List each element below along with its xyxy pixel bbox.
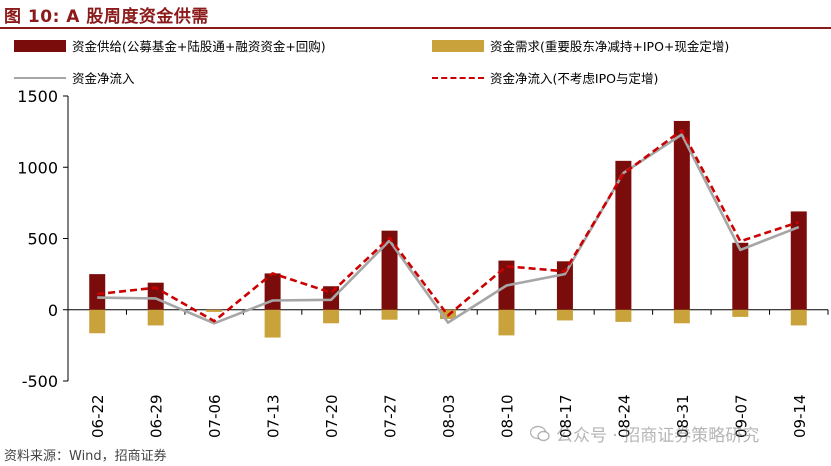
figure-title: 图 10: A 股周度资金供需 xyxy=(4,7,209,27)
demand-bar xyxy=(381,309,398,320)
net-inflow-excl-line xyxy=(97,128,800,323)
watermark: 公众号 · 招商证券策略研究 xyxy=(530,421,759,446)
demand-bar xyxy=(323,309,340,324)
legend-swatch-net xyxy=(14,72,66,84)
chart-legend: 资金供给(公募基金+陆股通+融资资金+回购) 资金需求(重要股东净减持+IPO+… xyxy=(0,30,831,92)
x-tick-label: 06-29 xyxy=(148,394,166,438)
net-inflow-line xyxy=(97,133,800,325)
wechat-icon xyxy=(530,425,550,441)
x-tick-label: 08-17 xyxy=(557,394,575,438)
legend-label-supply: 资金供给(公募基金+陆股通+融资资金+回购) xyxy=(72,39,326,54)
demand-bar xyxy=(206,309,223,312)
x-tick-label: 08-31 xyxy=(674,394,692,438)
supply-bar xyxy=(732,242,749,310)
demand-bar xyxy=(673,309,690,324)
supply-bar xyxy=(381,230,398,310)
legend-label-demand: 资金需求(重要股东净减持+IPO+现金定增) xyxy=(490,39,730,54)
supply-bar xyxy=(673,120,690,310)
x-tick-label: 07-27 xyxy=(382,394,400,438)
x-tick-label: 08-03 xyxy=(440,394,458,438)
legend-swatch-net-excl xyxy=(432,72,484,84)
x-tick-label: 08-10 xyxy=(498,394,516,438)
x-tick-label: 07-06 xyxy=(206,394,224,438)
legend-item-demand: 资金需求(重要股东净减持+IPO+现金定增) xyxy=(432,36,729,55)
y-tick-label: 500 xyxy=(27,230,58,249)
y-tick-label: 1500 xyxy=(17,87,58,106)
source-note: 资料来源：Wind，招商证券 xyxy=(4,449,167,464)
supply-bar xyxy=(147,282,164,310)
title-rule xyxy=(0,27,831,29)
y-tick-label: 1000 xyxy=(17,158,58,177)
watermark-text: 公众号 · 招商证券策略研究 xyxy=(556,426,760,446)
demand-bar xyxy=(147,309,164,326)
demand-bar xyxy=(615,309,632,322)
legend-swatch-supply xyxy=(14,39,66,52)
legend-item-net-excl: 资金净流入(不考虑IPO与定增) xyxy=(432,68,658,87)
x-tick-label: 09-07 xyxy=(732,394,750,438)
demand-bar xyxy=(790,309,807,326)
legend-label-net: 资金净流入 xyxy=(72,71,135,86)
demand-bar xyxy=(264,309,281,338)
supply-bar xyxy=(556,261,573,310)
x-tick-label: 08-24 xyxy=(615,394,633,438)
demand-bar xyxy=(498,309,515,336)
legend-swatch-demand xyxy=(432,39,484,52)
y-tick-label: 0 xyxy=(48,301,58,320)
y-tick-label: -500 xyxy=(22,372,58,391)
x-tick-label: 09-14 xyxy=(791,394,809,438)
x-tick-label: 07-13 xyxy=(265,394,283,438)
supply-bar xyxy=(89,274,106,310)
demand-bar xyxy=(89,309,106,334)
demand-bar xyxy=(556,309,573,321)
legend-label-net-excl: 资金净流入(不考虑IPO与定增) xyxy=(490,71,659,86)
supply-bar xyxy=(790,211,807,310)
supply-bar xyxy=(615,160,632,310)
demand-bar xyxy=(732,309,749,317)
x-tick-label: 06-22 xyxy=(89,394,107,438)
x-tick-label: 07-20 xyxy=(323,394,341,438)
legend-item-net: 资金净流入 xyxy=(14,68,135,87)
legend-item-supply: 资金供给(公募基金+陆股通+融资资金+回购) xyxy=(14,36,326,55)
